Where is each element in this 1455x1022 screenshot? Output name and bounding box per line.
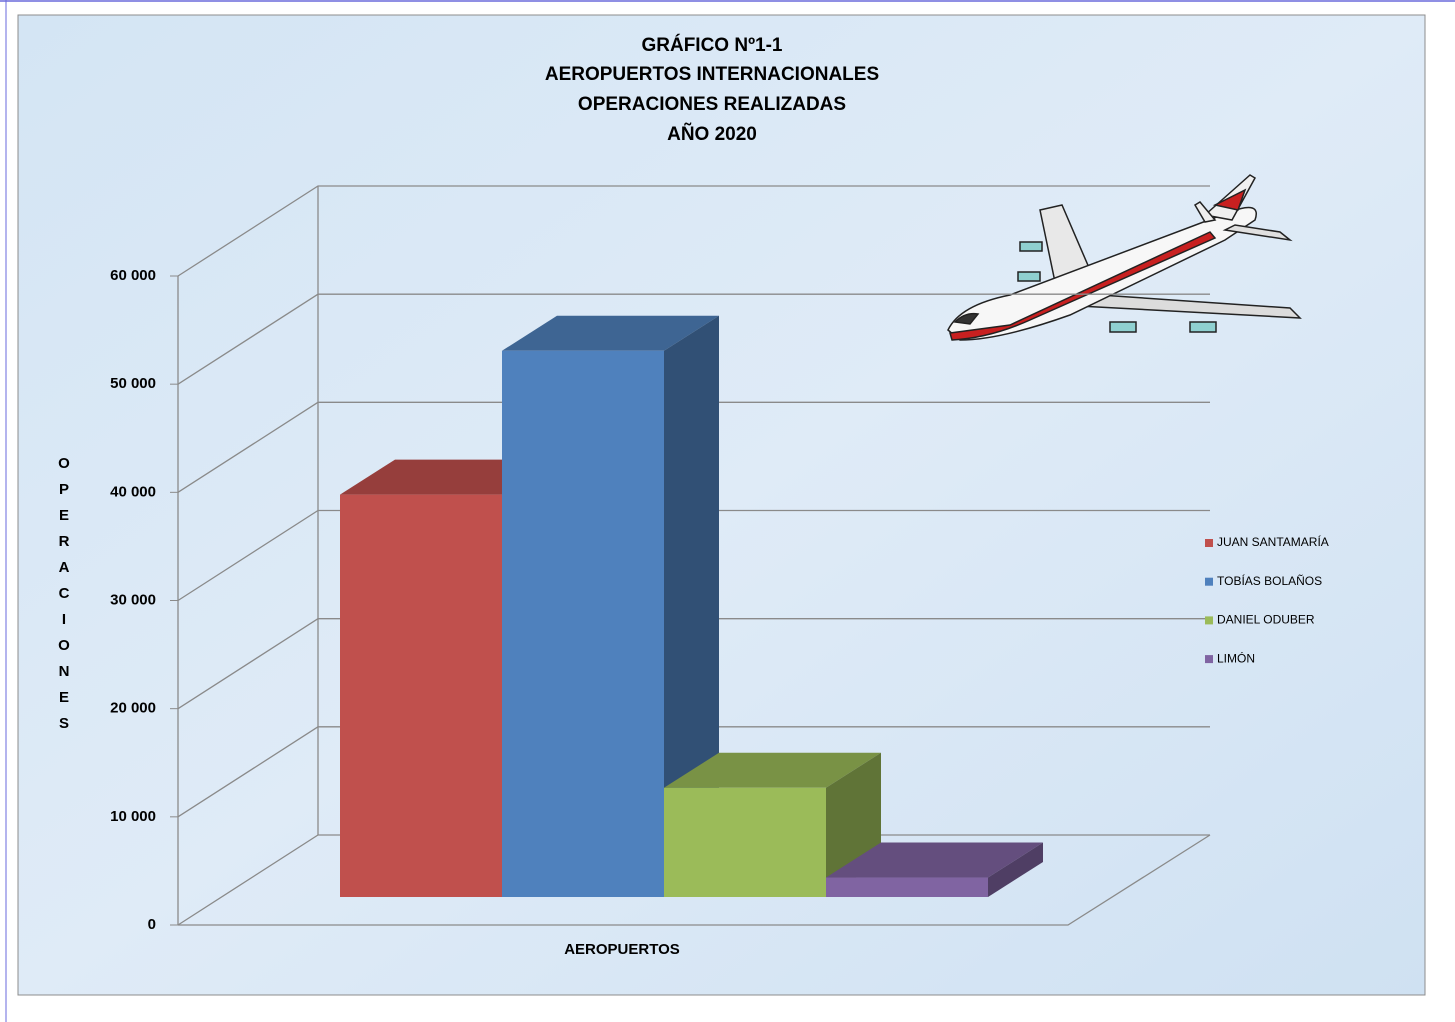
chart-title: AÑO 2020 [667,123,757,145]
bar [502,315,719,898]
y-tick-label: 60 000 [110,267,156,284]
bar-front [502,350,664,898]
y-tick-label: 10 000 [110,808,156,825]
x-axis-title: AEROPUERTOS [564,941,680,958]
bar-front [664,787,826,897]
y-tick-label: 30 000 [110,591,156,608]
bar-top [826,842,1043,878]
legend-swatch [1205,539,1213,547]
bar [826,842,1043,897]
legend-swatch [1205,655,1213,664]
y-axis-title: OPERACIONES [56,455,73,741]
floor-edge [178,834,1211,926]
legend-label: LIMÓN [1217,650,1255,665]
bar-front [826,877,988,897]
legend-swatch [1205,616,1213,625]
legend-label: JUAN SANTAMARÍA [1217,534,1329,549]
legend-label: TOBÍAS BOLAÑOS [1217,573,1322,588]
y-tick-label: 40 000 [110,483,156,500]
legend-label: DANIEL ODUBER [1217,613,1315,627]
bar-side [988,842,1043,897]
bar-top [502,315,719,351]
bar-top [664,752,881,788]
y-tick-label: 50 000 [110,375,156,392]
chart-title: GRÁFICO Nº1-1 [641,34,782,56]
chart-title: AEROPUERTOS INTERNACIONALES [545,64,879,85]
bar-side [664,315,719,898]
y-tick-label: 0 [148,916,156,933]
bar-front [340,494,502,897]
legend-swatch [1205,577,1213,586]
airplane-illustration [947,174,1302,341]
chart-title: OPERACIONES REALIZADAS [578,94,846,115]
y-tick-label: 20 000 [110,700,156,717]
